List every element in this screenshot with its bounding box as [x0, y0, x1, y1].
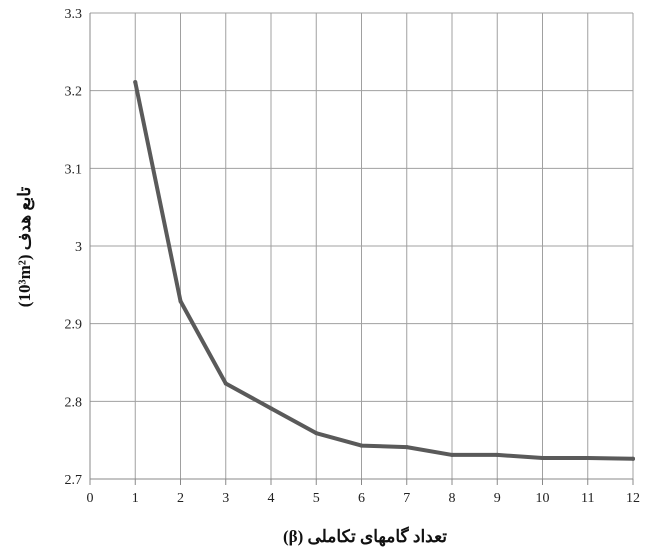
x-axis-label: تعداد گامهای تکاملی (β): [283, 526, 447, 547]
data-point: [133, 80, 138, 85]
x-tick-label: 9: [494, 491, 501, 506]
y-tick-label: 3: [75, 240, 82, 255]
data-point: [223, 381, 228, 386]
x-tick-label: 2: [177, 491, 184, 506]
x-tick-label: 8: [449, 491, 456, 506]
data-point: [631, 456, 635, 461]
data-point: [178, 299, 183, 304]
y-tick-label: 3.3: [65, 7, 83, 22]
x-tick-label: 7: [403, 491, 410, 506]
grid: [89, 12, 634, 485]
x-tick-label: 3: [222, 491, 229, 506]
y-axis-label: تابع هدف (10³m²): [15, 187, 35, 308]
y-tick-label: 3.2: [65, 85, 83, 100]
x-tick-label: 4: [268, 491, 275, 506]
data-point: [585, 456, 590, 461]
data-point: [540, 456, 545, 461]
y-tick-label: 3.1: [65, 162, 83, 177]
y-tick-label: 2.8: [65, 395, 83, 410]
x-tick-label: 1: [132, 491, 139, 506]
x-tick-label: 6: [358, 491, 365, 506]
data-point: [495, 452, 500, 457]
x-tick-label: 11: [581, 491, 594, 506]
y-tick-label: 2.9: [65, 318, 83, 333]
x-tick-label: 10: [536, 491, 550, 506]
data-point: [314, 431, 319, 436]
x-tick-label: 5: [313, 491, 320, 506]
x-tick-label: 12: [626, 491, 640, 506]
data-point: [359, 443, 364, 448]
data-point: [404, 445, 409, 450]
series-line: [133, 80, 635, 461]
y-tick-label: 2.7: [65, 473, 83, 488]
x-tick-label: 0: [87, 491, 94, 506]
x-axis-ticks: 0 1 2 3 4 5 6 7 8 9 10 11 12: [87, 491, 641, 506]
data-point: [269, 406, 273, 411]
data-point: [450, 452, 454, 457]
y-axis-ticks: 2.7 2.8 2.9 3 3.1 3.2 3.3: [65, 7, 83, 488]
series-layer: [133, 80, 635, 461]
